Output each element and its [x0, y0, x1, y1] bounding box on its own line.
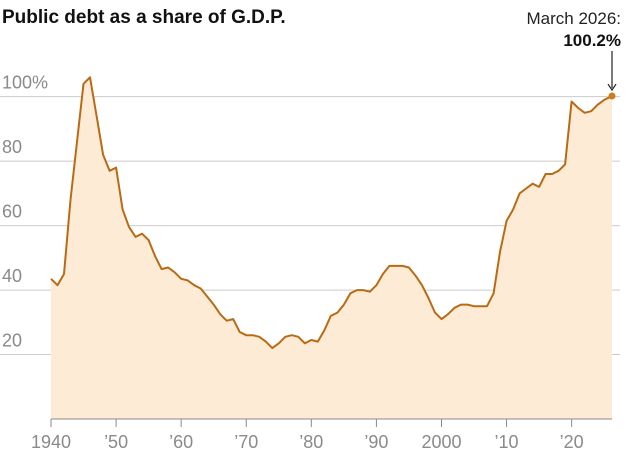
y-tick-label-40: 40	[2, 266, 22, 286]
area-layer	[50, 76, 613, 420]
x-tick-label-1940: 1940	[31, 432, 71, 452]
y-tick-labels: 20 40 60 80 100%	[2, 73, 48, 351]
x-tick-label-2010: ’10	[495, 432, 519, 452]
annotation-value: 100.2%	[563, 31, 621, 50]
annotation-arrowhead	[607, 83, 617, 92]
x-tick-label-1980: ’80	[299, 432, 323, 452]
x-tick-label-2000: 2000	[421, 432, 461, 452]
y-tick-label-80: 80	[2, 137, 22, 157]
x-tick-labels: 1940 ’50 ’60 ’70 ’80 ’90 2000 ’10 ’20	[31, 419, 584, 452]
x-tick-label-1970: ’70	[234, 432, 258, 452]
annotation-point	[608, 92, 616, 100]
area-fill	[51, 77, 612, 420]
x-tick-label-1950: ’50	[104, 432, 128, 452]
series-line	[50, 76, 613, 350]
y-tick-label-60: 60	[2, 202, 22, 222]
annotation-label: March 2026:	[527, 9, 622, 28]
annotation: March 2026: 100.2%	[527, 9, 622, 100]
x-tick-label-2020: ’20	[560, 432, 584, 452]
x-tick-label-1990: ’90	[364, 432, 388, 452]
chart-title: Public debt as a share of G.D.P.	[2, 7, 286, 28]
y-tick-label-100: 100%	[2, 73, 48, 93]
y-tick-label-20: 20	[2, 331, 22, 351]
x-tick-label-1960: ’60	[169, 432, 193, 452]
